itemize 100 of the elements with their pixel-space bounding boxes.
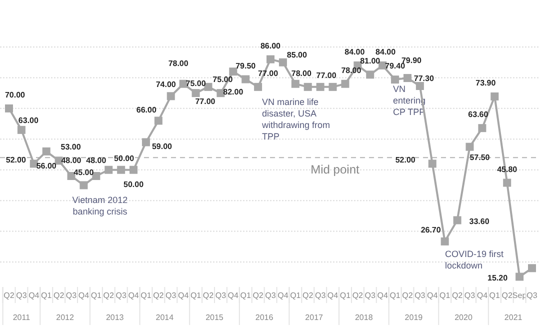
x-tick-label: Q3 bbox=[166, 291, 177, 300]
data-label: 66.00 bbox=[136, 106, 157, 115]
point bbox=[304, 82, 312, 91]
x-tick-label: Q1 bbox=[41, 291, 52, 300]
data-label: 81.00 bbox=[360, 56, 381, 66]
data-label: 73.90 bbox=[476, 78, 496, 88]
x-tick-label: Q4 bbox=[476, 291, 488, 300]
x-tick-label: Q2 bbox=[402, 291, 414, 300]
point bbox=[254, 82, 262, 91]
x-tick-label: Q2 bbox=[153, 291, 164, 300]
x-tick-label: Q3 bbox=[116, 291, 127, 300]
x-tick-label: Q3 bbox=[66, 291, 78, 300]
data-label: 57.50 bbox=[470, 152, 490, 162]
point bbox=[166, 92, 175, 100]
x-tick-label: Q3 bbox=[265, 291, 276, 300]
annotation: VN marine life disaster, USA withdrawing from TPP bbox=[261, 97, 330, 142]
data-label: 75.00 bbox=[212, 75, 234, 84]
data-label: 50.00 bbox=[124, 180, 144, 189]
text: 2019 bbox=[404, 313, 424, 322]
data-label: 56.00 bbox=[36, 161, 57, 170]
point bbox=[154, 116, 162, 125]
data-label: 78.00 bbox=[341, 66, 362, 75]
point bbox=[316, 82, 324, 91]
text: 2016 bbox=[255, 313, 274, 322]
x-tick-label: Q1 bbox=[340, 291, 352, 300]
x-tick-label: Q3 bbox=[464, 291, 476, 300]
x-tick-label: Q1 bbox=[390, 291, 401, 300]
x-tick-label: Q3 bbox=[414, 291, 426, 300]
data-label: 79.40 bbox=[385, 62, 406, 71]
data-label: 63.00 bbox=[18, 116, 40, 125]
point bbox=[416, 82, 424, 90]
text: 2013 bbox=[106, 313, 124, 322]
point bbox=[130, 166, 138, 174]
data-label: 84.00 bbox=[344, 47, 366, 56]
point bbox=[366, 70, 374, 79]
data-label: 75.00 bbox=[186, 79, 206, 88]
data-label: 82.00 bbox=[223, 88, 244, 97]
x-tick-label: Q1 bbox=[290, 291, 302, 300]
data-label: 78.00 bbox=[168, 58, 189, 68]
data-label: 70.00 bbox=[4, 90, 26, 100]
annotation: COVID-19 first lockdown bbox=[445, 249, 504, 270]
point bbox=[478, 124, 486, 132]
x-tick-label: Q1 bbox=[140, 291, 152, 300]
x-tick-label: Q3 bbox=[364, 291, 376, 300]
data-label: 85.00 bbox=[286, 50, 308, 60]
data-label: 33.60 bbox=[469, 217, 490, 226]
data-label: 86.00 bbox=[260, 41, 282, 50]
point bbox=[490, 92, 499, 100]
data-label: 77.30 bbox=[414, 74, 434, 84]
x-tick-label: Q2 bbox=[352, 291, 364, 300]
point bbox=[80, 181, 88, 190]
data-label: 77.00 bbox=[195, 96, 216, 106]
x-tick-label: Q1 bbox=[439, 291, 451, 300]
ref-line-label: Mid point bbox=[310, 162, 360, 177]
data-label: 45.80 bbox=[497, 164, 518, 174]
point bbox=[291, 80, 300, 88]
data-label: 74.00 bbox=[156, 80, 176, 90]
data-label: 48.00 bbox=[61, 156, 82, 165]
data-label: 59.00 bbox=[152, 142, 173, 152]
text: 2012 bbox=[56, 313, 74, 322]
x-tick-label: Q3 bbox=[215, 291, 227, 300]
text: 2015 bbox=[206, 313, 224, 322]
x-tick-label: Q1 bbox=[90, 291, 102, 300]
point bbox=[440, 237, 449, 246]
x-tick-label: Q4 bbox=[377, 291, 388, 300]
text: 2017 bbox=[305, 313, 324, 322]
data-label: 50.00 bbox=[114, 154, 135, 163]
x-tick-label: Q4 bbox=[28, 291, 40, 300]
data-label: 79.50 bbox=[236, 61, 256, 70]
x-tick-label: Q2 bbox=[502, 291, 513, 300]
x-tick-label: Q3 bbox=[314, 291, 326, 300]
x-tick-label: Q2 bbox=[4, 291, 15, 300]
point bbox=[192, 89, 200, 98]
data-label: 78.00 bbox=[291, 68, 312, 78]
point bbox=[104, 166, 113, 174]
point bbox=[266, 55, 274, 64]
point bbox=[92, 172, 100, 180]
point bbox=[528, 264, 536, 272]
point bbox=[391, 76, 400, 84]
point bbox=[117, 166, 126, 174]
point bbox=[403, 74, 412, 82]
x-tick-label: Q2 bbox=[53, 291, 65, 300]
data-label: 53.00 bbox=[60, 142, 82, 152]
text: 2014 bbox=[156, 313, 174, 322]
data-label: 45.00 bbox=[74, 168, 94, 178]
point bbox=[278, 58, 287, 66]
point bbox=[341, 80, 350, 88]
point bbox=[516, 272, 524, 281]
data-label: 63.60 bbox=[468, 110, 489, 120]
x-tick-label: Q2 bbox=[103, 291, 115, 300]
point bbox=[229, 68, 238, 76]
x-tick-label: Q4 bbox=[427, 291, 438, 300]
data-label: 84.00 bbox=[376, 47, 396, 56]
point bbox=[453, 216, 462, 224]
text: 2020 bbox=[454, 313, 473, 322]
x-tick-label: Q4 bbox=[178, 291, 190, 300]
x-tick-label: Q2 bbox=[252, 291, 264, 300]
point bbox=[428, 160, 436, 168]
data-label: 48.00 bbox=[86, 156, 107, 165]
point bbox=[42, 147, 50, 156]
